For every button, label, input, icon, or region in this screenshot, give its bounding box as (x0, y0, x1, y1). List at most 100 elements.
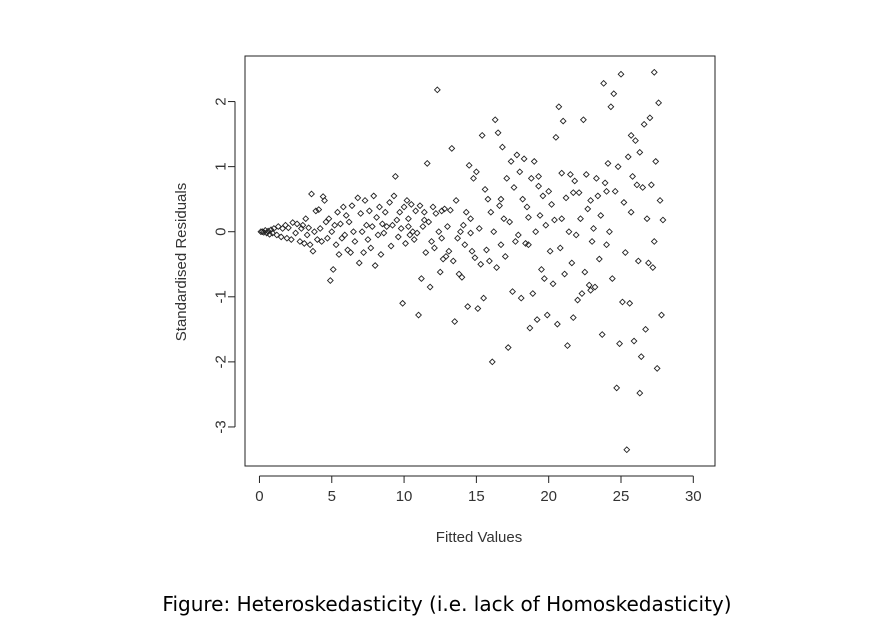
data-point (538, 266, 545, 273)
data-point (564, 342, 571, 350)
data-point (403, 197, 411, 204)
data-point (477, 260, 485, 268)
y-tick-label: 1 (213, 162, 230, 170)
data-point (409, 228, 417, 236)
data-point (653, 364, 661, 372)
data-point (445, 247, 453, 255)
data-point (444, 223, 451, 230)
data-point (360, 249, 368, 256)
data-point (363, 221, 370, 229)
data-point (348, 202, 356, 210)
data-point (368, 223, 376, 230)
data-point (331, 221, 339, 229)
data-point (598, 331, 606, 338)
data-point (650, 68, 658, 76)
data-point (507, 157, 515, 165)
data-point (303, 231, 311, 239)
data-point (566, 171, 574, 178)
data-point (264, 227, 272, 235)
data-point (381, 208, 389, 216)
data-point (516, 168, 524, 176)
data-point (341, 231, 349, 239)
data-point (270, 225, 278, 232)
data-point (591, 283, 599, 291)
x-tick-label: 20 (540, 488, 557, 505)
data-point (624, 153, 632, 161)
y-tick-label: -1 (213, 290, 230, 303)
data-point (442, 253, 450, 260)
data-point (553, 320, 561, 328)
data-point (391, 172, 399, 180)
data-point (575, 189, 583, 197)
data-point (484, 195, 492, 203)
data-point (472, 168, 480, 176)
data-point (658, 311, 665, 319)
data-point (494, 129, 502, 137)
data-point (323, 234, 331, 242)
data-point (429, 203, 437, 211)
data-point (616, 340, 623, 348)
y-tick-label: 0 (213, 228, 230, 236)
data-point (578, 290, 586, 297)
data-point (371, 262, 379, 269)
data-point (397, 225, 405, 232)
data-point (542, 221, 550, 229)
x-tick-label: 15 (468, 488, 485, 505)
data-point (496, 202, 503, 210)
data-point (569, 314, 577, 322)
data-point (300, 239, 308, 247)
data-point (404, 223, 412, 230)
data-point (592, 174, 600, 182)
data-point (462, 208, 470, 216)
data-point (478, 131, 486, 139)
data-point (620, 198, 628, 206)
data-point (640, 120, 648, 128)
data-point (345, 218, 353, 226)
data-point (289, 219, 297, 227)
data-point (344, 246, 352, 254)
data-point (277, 233, 285, 241)
data-point (519, 195, 527, 203)
data-point (497, 241, 505, 249)
data-point (595, 255, 603, 263)
data-point (433, 86, 441, 94)
data-point (559, 117, 567, 125)
data-point (650, 238, 658, 245)
data-point (305, 224, 313, 232)
x-axis-label: Fitted Values (436, 529, 522, 546)
data-point (315, 206, 323, 214)
data-point (380, 229, 388, 237)
data-point (438, 207, 446, 215)
data-point (601, 179, 609, 187)
data-point (293, 220, 301, 228)
data-point (426, 283, 434, 291)
data-point (383, 223, 391, 230)
data-point (497, 195, 505, 203)
data-point (471, 254, 479, 262)
data-point (273, 231, 281, 239)
data-point (588, 238, 596, 245)
data-point (490, 228, 498, 236)
data-point (365, 207, 373, 215)
data-point (568, 259, 576, 267)
data-point (431, 244, 438, 252)
data-point (590, 225, 597, 232)
data-point (420, 216, 428, 224)
data-point (439, 255, 447, 263)
data-point (659, 216, 667, 224)
data-point (358, 228, 366, 236)
data-point (404, 215, 412, 223)
data-point (441, 205, 449, 213)
data-point (325, 215, 333, 223)
data-point (458, 273, 466, 281)
data-point (287, 236, 295, 243)
data-point (283, 234, 291, 242)
data-point (533, 316, 541, 324)
data-point (603, 241, 610, 249)
data-point (629, 172, 637, 180)
data-point (594, 192, 602, 200)
data-point (645, 259, 652, 267)
y-tick-label: -2 (213, 355, 230, 368)
data-point (558, 169, 566, 177)
data-point (393, 216, 401, 224)
